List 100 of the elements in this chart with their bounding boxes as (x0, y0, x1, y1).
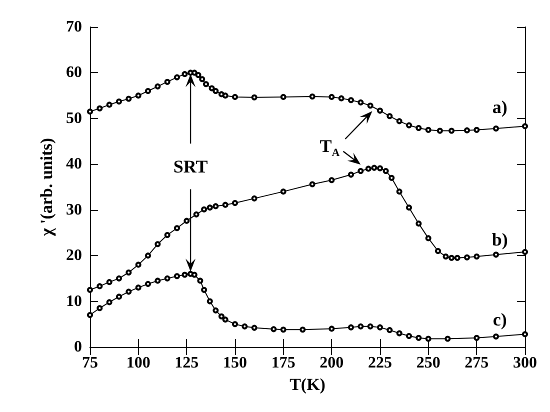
point (396, 188, 402, 195)
point (416, 125, 422, 132)
point (464, 254, 470, 260)
y-tick-label: 10 (66, 292, 82, 310)
point (145, 280, 151, 287)
point (348, 324, 354, 330)
point (116, 294, 122, 300)
point (232, 321, 238, 328)
point (232, 94, 238, 100)
point (232, 200, 238, 206)
point (425, 336, 432, 342)
point (300, 326, 306, 333)
point (425, 235, 432, 242)
point (212, 88, 219, 94)
point (270, 326, 277, 332)
point (416, 220, 422, 227)
point (386, 113, 393, 120)
annotation: b) (492, 230, 508, 250)
point (406, 333, 412, 340)
point (358, 323, 364, 330)
point (195, 72, 202, 78)
point (96, 283, 103, 290)
x-tick-label: 75 (82, 354, 98, 372)
point (106, 299, 112, 306)
point (208, 85, 215, 92)
point (184, 218, 190, 224)
point (222, 92, 228, 99)
point (193, 211, 200, 218)
y-tick-label: 20 (66, 247, 82, 264)
point (464, 127, 470, 134)
point (191, 70, 198, 76)
point (396, 330, 402, 336)
point (382, 168, 389, 174)
point (493, 125, 499, 132)
point (197, 278, 204, 284)
point (201, 206, 208, 212)
point (474, 253, 480, 260)
point (164, 275, 170, 282)
point (444, 336, 451, 342)
point (212, 203, 219, 210)
point (145, 88, 151, 94)
point (377, 108, 383, 114)
point (203, 81, 209, 88)
point (436, 128, 443, 134)
point (126, 288, 132, 295)
point (174, 74, 180, 80)
point (154, 241, 161, 248)
point (222, 316, 228, 323)
y-tick-label: 50 (66, 110, 82, 127)
point (522, 123, 528, 130)
y-tick-label: 60 (66, 64, 82, 82)
point (135, 92, 142, 99)
x-tick-label: 175 (271, 354, 296, 372)
point (87, 108, 93, 115)
x-tick-label: 300 (513, 354, 537, 372)
point (328, 326, 335, 332)
point (367, 102, 374, 109)
point (87, 286, 93, 293)
y-tick-label: 0 (74, 338, 82, 356)
point (377, 165, 383, 172)
point (448, 254, 455, 261)
point (388, 174, 395, 181)
point (206, 204, 213, 211)
point (493, 252, 499, 258)
x-tick-label: 275 (464, 354, 489, 372)
point (251, 195, 258, 202)
annotation: a) (492, 97, 508, 117)
point (164, 232, 170, 238)
point (309, 181, 316, 188)
point (251, 324, 258, 331)
point (280, 188, 286, 195)
point (126, 96, 132, 102)
y-tick-label: 30 (66, 201, 82, 218)
x-axis-title: T(K) (290, 374, 326, 394)
point (522, 248, 528, 255)
point (222, 202, 228, 208)
point (435, 248, 441, 254)
point (474, 126, 480, 133)
point (365, 166, 372, 172)
point (201, 286, 208, 293)
point (116, 275, 122, 282)
y-tick-label: 40 (66, 156, 82, 173)
point (218, 313, 224, 320)
point (493, 333, 499, 340)
point (377, 324, 383, 330)
point (212, 307, 219, 314)
point (348, 97, 354, 104)
point (174, 225, 180, 232)
point (174, 273, 180, 280)
point (338, 95, 344, 102)
point (116, 98, 122, 105)
point (454, 254, 460, 261)
x-tick-label: 200 (320, 354, 344, 372)
y-tick-label: 70 (66, 18, 82, 36)
point (191, 272, 198, 278)
point (242, 323, 248, 330)
point (280, 326, 286, 333)
point (96, 105, 103, 112)
y-axis-title: χ '(arb. units) (37, 138, 56, 238)
point (396, 118, 402, 124)
